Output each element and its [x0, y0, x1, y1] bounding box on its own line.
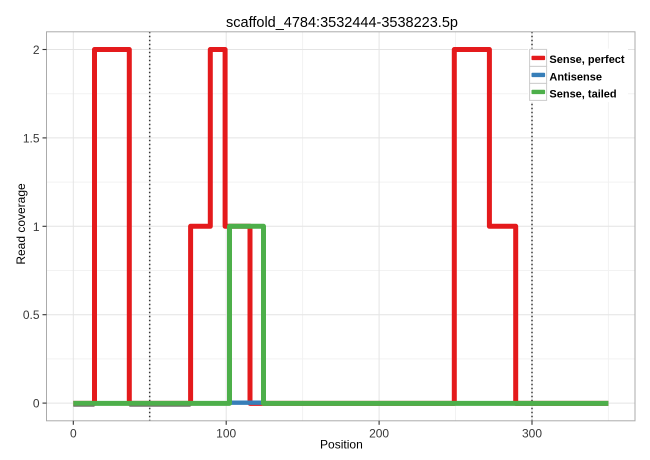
svg-text:Position: Position	[320, 438, 363, 452]
svg-text:Antisense: Antisense	[549, 71, 602, 83]
svg-text:Sense, perfect: Sense, perfect	[549, 54, 625, 66]
svg-text:1.5: 1.5	[23, 131, 40, 145]
svg-text:2: 2	[33, 43, 40, 57]
svg-text:200: 200	[369, 426, 389, 440]
svg-text:100: 100	[216, 426, 236, 440]
svg-text:1: 1	[33, 220, 40, 234]
svg-text:0: 0	[70, 426, 77, 440]
svg-text:scaffold_4784:3532444-3538223.: scaffold_4784:3532444-3538223.5p	[226, 15, 458, 31]
svg-text:0.5: 0.5	[23, 308, 40, 322]
svg-text:0: 0	[33, 397, 40, 411]
svg-text:Sense, tailed: Sense, tailed	[549, 88, 616, 100]
svg-text:Read coverage: Read coverage	[14, 183, 28, 265]
svg-text:300: 300	[522, 426, 542, 440]
